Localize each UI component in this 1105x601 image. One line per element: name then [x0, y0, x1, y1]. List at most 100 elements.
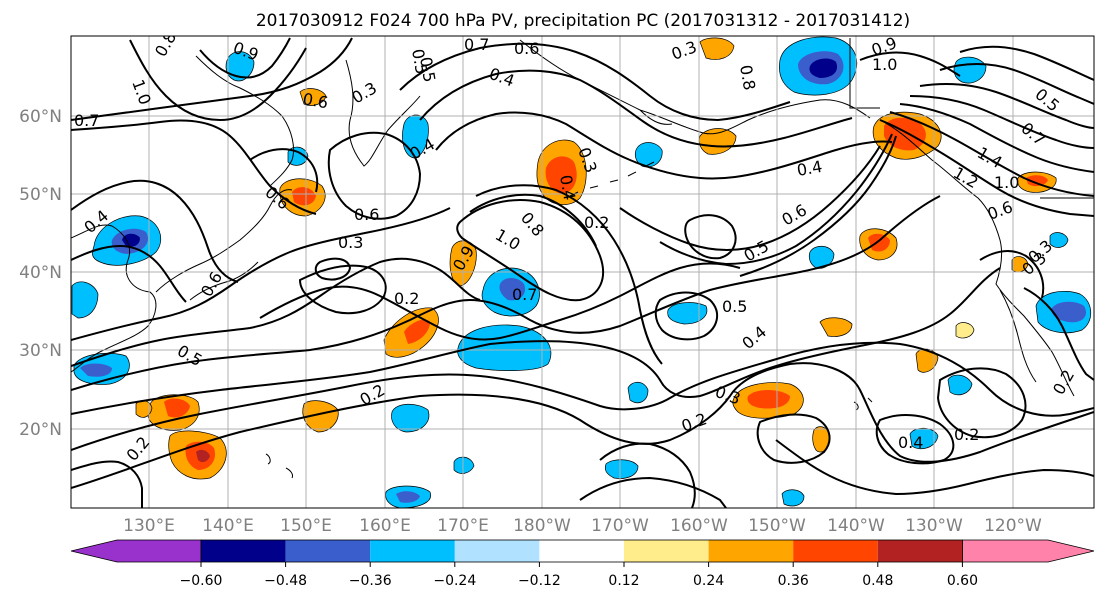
contour-label: 0.2: [394, 289, 419, 308]
map-frame: [70, 35, 1095, 509]
contour-label: 0.4: [556, 173, 579, 201]
lon-label-120w: 120°W: [984, 516, 1042, 536]
precip-neg-area: [1049, 232, 1069, 248]
colorbar-tick-label: 0.24: [693, 573, 724, 589]
precip-neg-core: [499, 278, 526, 301]
pv-contour: [71, 267, 1001, 415]
contour-label: 0.8: [736, 63, 759, 91]
lon-label-160w: 160°W: [670, 516, 728, 536]
lat-label-30n: 30°N: [19, 341, 62, 361]
pv-contour: [939, 63, 1094, 105]
colorbar-segment: [201, 540, 286, 562]
precip-neg-area: [287, 146, 309, 166]
pv-contour: [579, 476, 727, 508]
precip-neg-area: [71, 281, 99, 319]
colorbar-frame: [200, 539, 963, 563]
precip-pos-core: [404, 319, 430, 344]
colorbar-tick-label: 0.12: [608, 573, 639, 589]
pv-contour: [199, 37, 291, 79]
precip-pos-area: [302, 400, 339, 433]
us-canada-border: [849, 38, 1094, 199]
precip-neg-area: [781, 489, 805, 507]
lat-label-20n: 20°N: [19, 420, 62, 440]
pv-contour: [71, 341, 1094, 451]
pv-contour: [71, 244, 187, 303]
pv-contour: [919, 83, 1094, 129]
pv-contour: [298, 264, 387, 315]
precip-neg-area: [604, 459, 639, 479]
contour-label: 0.7: [512, 285, 537, 304]
contour-label: 0.6: [354, 205, 379, 224]
contour-label: 0.6: [301, 89, 329, 112]
pv-contour: [71, 179, 239, 283]
lon-label-170w: 170°W: [591, 516, 649, 536]
precip-neg-core: [1051, 301, 1087, 323]
pv-contour: [889, 111, 1094, 197]
figure-title: 2017030912 F024 700 hPa PV, precipitatio…: [256, 11, 910, 31]
colorbar-tick-label: −0.36: [349, 573, 392, 589]
colorbar-tick-labels: −0.60 −0.48 −0.36 −0.24 −0.12 0.12 0.24 …: [180, 573, 978, 589]
precip-pos-core: [196, 449, 210, 463]
lat-label-40n: 40°N: [19, 263, 62, 283]
precip-neg-area: [947, 374, 973, 396]
colorbar-segment: [624, 540, 709, 562]
lon-label-150e: 150°E: [280, 516, 332, 536]
colorbar-tick-label: −0.48: [264, 573, 307, 589]
contour-label: 0.7: [74, 111, 99, 130]
pv-contour: [71, 119, 317, 215]
contour-label: 0.2: [954, 425, 979, 444]
colorbar-segment: [285, 540, 371, 562]
pv-contour: [249, 148, 319, 193]
pv-contour: [899, 103, 1094, 173]
precip-pos-area: [819, 317, 853, 337]
colorbar: −0.60 −0.48 −0.36 −0.24 −0.12 0.12 0.24 …: [70, 539, 1095, 589]
longitude-labels: 130°E 140°E 150°E 160°E 170°E 180°W 170°…: [123, 516, 1042, 536]
pv-contour: [71, 257, 481, 367]
pv-contour: [314, 257, 352, 281]
pv-contour: [419, 69, 853, 148]
pv-contour: [756, 413, 831, 464]
colorbar-ticks: [200, 562, 963, 567]
lon-label-150w: 150°W: [748, 516, 806, 536]
pv-contour: [1023, 287, 1094, 381]
precip-pos-core: [868, 233, 890, 252]
coastline-canada: [879, 119, 1075, 397]
colorbar-segment: [708, 540, 794, 562]
lon-label-180w: 180°W: [513, 516, 571, 536]
pv-contour: [71, 37, 353, 121]
pv-contour: [129, 39, 307, 122]
lon-label-130e: 130°E: [123, 516, 175, 536]
pv-contour: [879, 119, 1094, 217]
precip-neg-area: [667, 302, 708, 325]
contour-label: 0.4: [898, 433, 923, 452]
pv-contour: [619, 145, 881, 251]
contour-label: 0.2: [584, 213, 609, 232]
precip-neg-area: [457, 324, 552, 371]
coastline-kamchatka: [345, 59, 421, 167]
pv-contour: [654, 291, 719, 341]
map-panel: 0.8 0.9 0.7 0.6 0.5 0.3 1.0 0.3 0.4 0.8 …: [70, 33, 1095, 509]
colorbar-tick-label: −0.60: [180, 573, 223, 589]
colorbar-segment: [877, 540, 963, 562]
lon-label-140w: 140°W: [827, 516, 885, 536]
precip-pos-core: [164, 398, 190, 418]
colorbar-segment: [539, 540, 624, 562]
coastline-korea-japan: [155, 189, 293, 301]
pv-contour: [659, 133, 893, 266]
lat-label-50n: 50°N: [19, 185, 62, 205]
colorbar-tick-label: 0.60: [947, 573, 978, 589]
lon-label-170e: 170°E: [437, 516, 489, 536]
contour-label: 0.9: [869, 33, 899, 60]
pv-contour: [71, 362, 1094, 489]
contour-label: 0.5: [408, 47, 431, 75]
pv-contour: [435, 111, 893, 180]
pv-contour: [259, 262, 741, 341]
pv-contour: [456, 199, 605, 302]
precip-neg-area: [391, 403, 430, 433]
contour-label: 0.5: [722, 297, 747, 316]
colorbar-tick-label: −0.24: [433, 573, 476, 589]
contour-label: 0.5: [416, 55, 439, 83]
lon-label-130w: 130°W: [905, 516, 963, 536]
precip-pos-area: [955, 322, 975, 339]
